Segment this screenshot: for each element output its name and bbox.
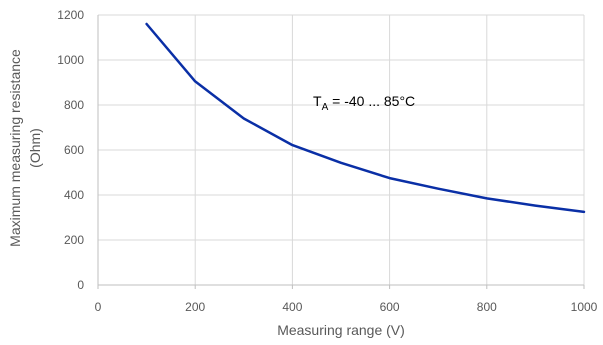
axes [97, 15, 585, 289]
y-axis-title-line-1: Maximum measuring resistance [7, 49, 23, 247]
y-tick-label: 600 [64, 143, 84, 157]
annotation-base: T [313, 93, 322, 109]
y-tick-label: 200 [64, 233, 84, 247]
y-tick-labels: 0 200 400 600 800 1000 1200 [57, 8, 84, 292]
annotation-text: = -40 ... 85°C [328, 93, 415, 109]
y-tick-label: 1000 [57, 53, 84, 67]
x-tick-labels: 0 200 400 600 800 1000 [95, 300, 598, 314]
x-tick-label: 1000 [571, 300, 598, 314]
series-layer [145, 22, 586, 214]
x-tick-label: 400 [282, 300, 302, 314]
y-tick-label: 1200 [57, 8, 84, 22]
grid [98, 14, 585, 285]
x-tick-label: 200 [185, 300, 205, 314]
y-axis-title-line-2: (Ohm) [27, 128, 43, 168]
temperature-annotation: TA = -40 ... 85°C [313, 93, 415, 113]
y-tick-label: 400 [64, 188, 84, 202]
y-tick-label: 0 [77, 278, 84, 292]
x-tick-label: 0 [95, 300, 102, 314]
x-tick-label: 600 [380, 300, 400, 314]
y-tick-label: 800 [64, 98, 84, 112]
annotation-subscript: A [322, 102, 329, 113]
x-axis-title: Measuring range (V) [277, 322, 405, 338]
series-line [145, 22, 586, 214]
x-tick-label: 800 [477, 300, 497, 314]
